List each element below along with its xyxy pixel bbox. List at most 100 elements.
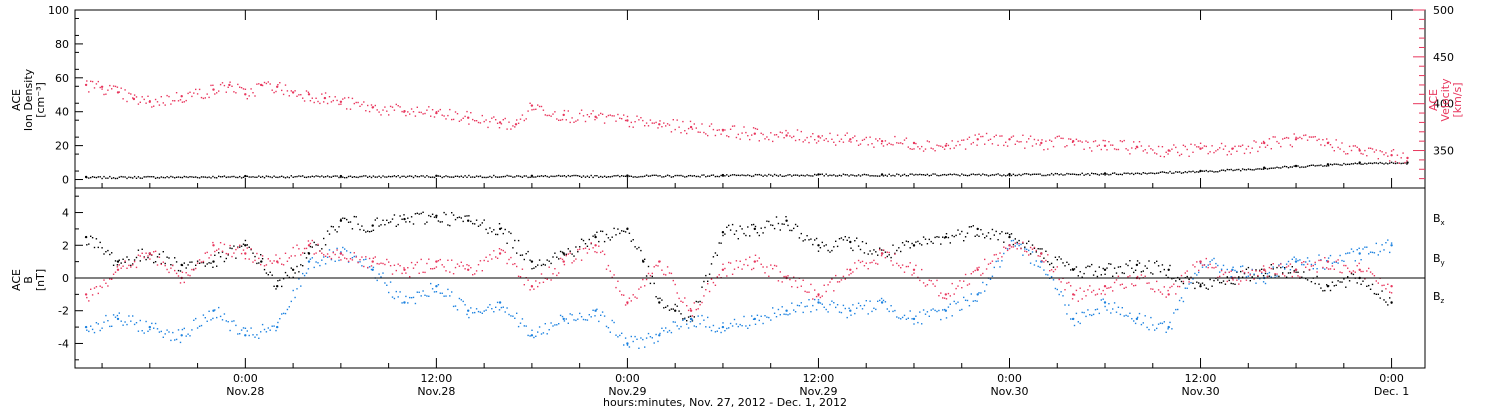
velocity-series-dot-208 xyxy=(483,120,485,123)
bx-series-dot-481 xyxy=(1005,232,1007,235)
by-series-dot-520 xyxy=(1079,322,1081,325)
bx-series-dot-287 xyxy=(634,246,636,248)
density-series-dot-654 xyxy=(1335,163,1337,165)
density-series-dot-52 xyxy=(185,176,187,178)
velocity-series-point-21 xyxy=(530,104,534,107)
bz-series-dot-200 xyxy=(468,264,470,267)
velocity-series-point-4 xyxy=(148,100,151,104)
bx-series-dot-206 xyxy=(479,224,482,226)
bz-series-point-7 xyxy=(307,244,311,247)
bx-series-dot-418 xyxy=(884,251,887,253)
velocity-series-dot-580 xyxy=(1194,144,1196,146)
velocity-series-dot-252 xyxy=(567,110,569,112)
bx-series-dot-233 xyxy=(531,268,533,270)
velocity-series-dot-308 xyxy=(674,128,676,131)
bx-series-dot-111 xyxy=(298,271,300,273)
bz-series-point-20 xyxy=(721,268,725,271)
density-series-dot-585 xyxy=(1203,170,1206,172)
density-series-dot-665 xyxy=(1356,163,1358,165)
velocity-series-dot-156 xyxy=(384,106,386,108)
density-series-dot-638 xyxy=(1305,166,1307,168)
velocity-series-dot-215 xyxy=(496,122,499,124)
velocity-series-dot-502 xyxy=(1045,140,1047,142)
velocity-series-dot-230 xyxy=(525,118,527,120)
density-series-dot-411 xyxy=(871,175,873,177)
velocity-series-dot-196 xyxy=(460,119,462,121)
bz-series-dot-61 xyxy=(202,260,205,263)
density-series-dot-343 xyxy=(741,174,743,176)
velocity-series-dot-533 xyxy=(1104,140,1106,142)
by-series-dot-469 xyxy=(982,281,984,284)
by-series-dot-307 xyxy=(672,321,674,323)
density-series-dot-580 xyxy=(1194,171,1196,174)
bx-series-dot-351 xyxy=(756,232,759,234)
by-series-point-25 xyxy=(880,301,884,304)
bx-series-dot-311 xyxy=(680,313,682,315)
velocity-series-dot-535 xyxy=(1108,141,1110,143)
velocity-series-dot-247 xyxy=(558,119,560,121)
velocity-series-dot-610 xyxy=(1251,147,1253,149)
velocity-series-dot-403 xyxy=(856,140,858,142)
lower-ytick-label-0: -4 xyxy=(58,337,69,350)
velocity-series-dot-394 xyxy=(838,140,841,143)
velocity-series-dot-469 xyxy=(982,135,984,138)
by-series-dot-384 xyxy=(819,302,822,304)
density-series-dot-379 xyxy=(810,175,812,177)
by-series-dot-659 xyxy=(1345,252,1347,255)
bz-series-dot-319 xyxy=(695,308,697,311)
density-series-dot-254 xyxy=(571,175,573,177)
velocity-series-point-10 xyxy=(276,85,279,89)
bx-series-point-30 xyxy=(912,244,916,247)
bx-series-dot-12 xyxy=(109,253,111,256)
bx-series-dot-31 xyxy=(145,258,147,261)
bx-series-dot-86 xyxy=(250,248,252,251)
velocity-series-dot-468 xyxy=(980,135,982,138)
density-series-dot-80 xyxy=(239,175,241,178)
bz-series-dot-401 xyxy=(852,271,854,273)
density-series-dot-527 xyxy=(1092,173,1095,175)
velocity-series-dot-20 xyxy=(124,89,126,91)
density-series-dot-269 xyxy=(600,175,602,178)
bz-series-dot-106 xyxy=(288,257,290,259)
velocity-series-dot-275 xyxy=(611,115,613,117)
velocity-series-dot-583 xyxy=(1199,142,1202,144)
bz-series-dot-653 xyxy=(1333,268,1335,270)
bx-series-dot-150 xyxy=(372,229,375,231)
by-series-dot-3 xyxy=(91,328,94,331)
bz-series-dot-441 xyxy=(928,279,930,281)
bx-series-dot-138 xyxy=(349,221,352,223)
bx-series-dot-179 xyxy=(428,214,430,217)
bx-series-dot-271 xyxy=(603,240,606,243)
bx-series-dot-404 xyxy=(857,245,860,247)
density-series-dot-102 xyxy=(281,175,283,177)
by-series-dot-131 xyxy=(336,247,338,250)
bz-series-dot-368 xyxy=(789,278,791,281)
by-series-dot-152 xyxy=(376,279,378,282)
by-series-dot-313 xyxy=(684,318,686,320)
by-series-dot-20 xyxy=(124,321,126,323)
bz-series-dot-503 xyxy=(1047,254,1049,256)
velocity-series-dot-14 xyxy=(112,85,115,87)
bx-series-dot-554 xyxy=(1144,265,1146,267)
bz-series-dot-482 xyxy=(1006,249,1009,252)
bx-series-dot-475 xyxy=(993,234,995,236)
bz-series-dot-4 xyxy=(93,287,96,289)
velocity-series-dot-234 xyxy=(533,108,535,111)
bz-series-dot-476 xyxy=(995,253,997,256)
velocity-series-dot-670 xyxy=(1366,155,1368,157)
bz-series-dot-83 xyxy=(244,258,247,260)
by-series-dot-43 xyxy=(168,331,170,333)
by-series-dot-394 xyxy=(838,311,841,313)
bz-series-dot-33 xyxy=(149,258,151,260)
bz-series-dot-461 xyxy=(966,284,969,286)
density-series-dot-483 xyxy=(1008,175,1011,177)
velocity-series-dot-244 xyxy=(552,113,554,115)
density-series-dot-340 xyxy=(735,174,738,177)
velocity-series-dot-356 xyxy=(766,136,768,138)
by-series-dot-201 xyxy=(470,307,472,309)
density-series-dot-179 xyxy=(428,176,430,178)
bz-series-dot-497 xyxy=(1035,249,1037,252)
bx-series-dot-672 xyxy=(1369,288,1372,290)
density-series-dot-260 xyxy=(582,175,585,177)
bx-series-dot-134 xyxy=(342,217,344,219)
